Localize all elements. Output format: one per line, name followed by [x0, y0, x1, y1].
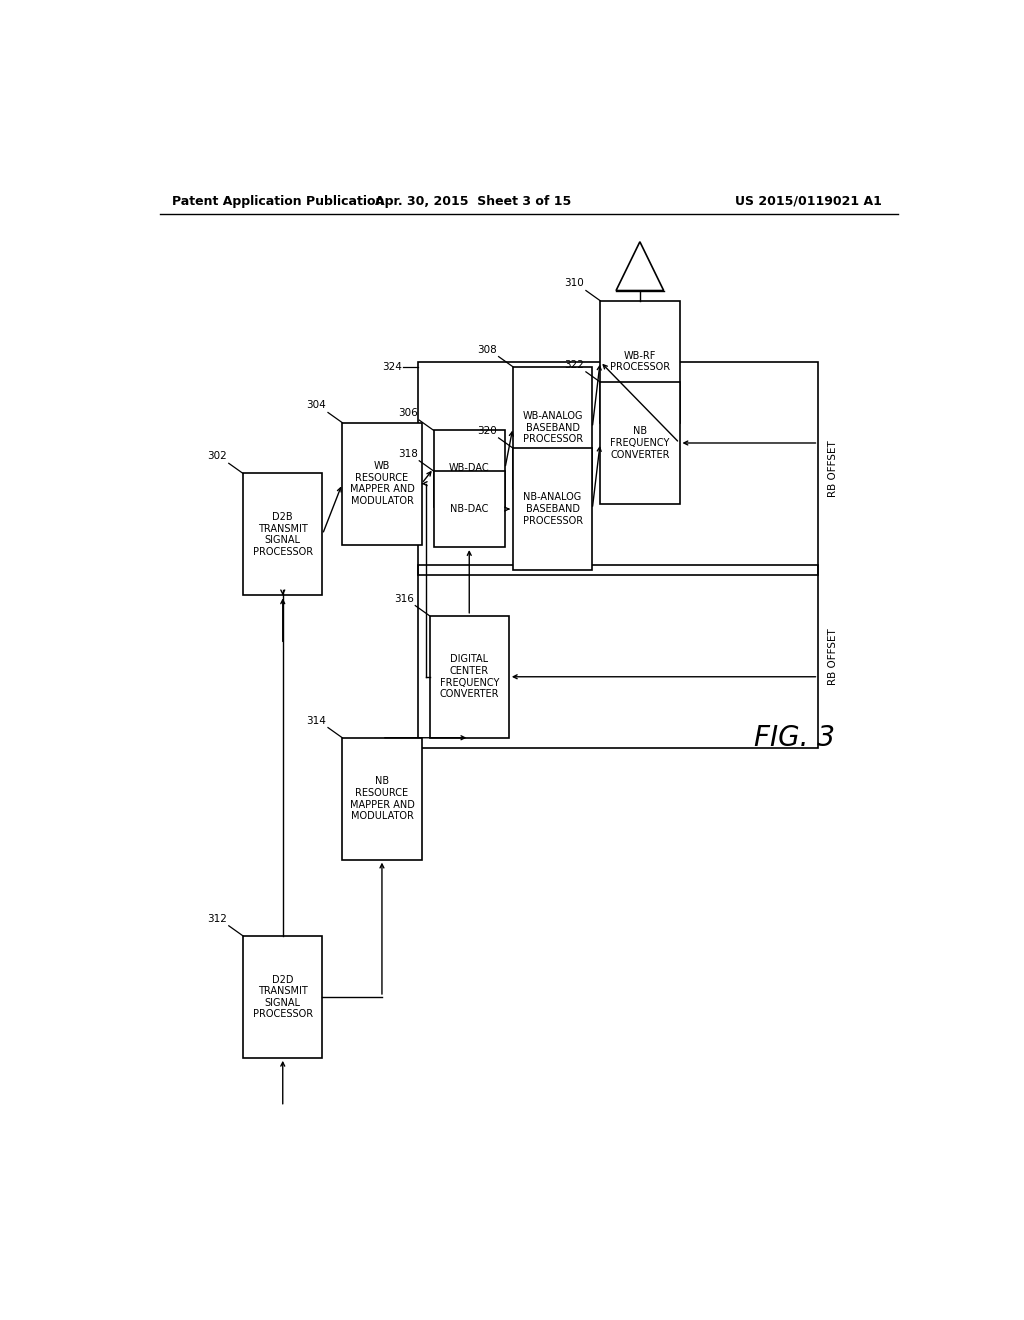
FancyBboxPatch shape	[433, 471, 505, 548]
Text: 310: 310	[564, 279, 585, 289]
Text: D2D
TRANSMIT
SIGNAL
PROCESSOR: D2D TRANSMIT SIGNAL PROCESSOR	[253, 974, 312, 1019]
Text: NB-ANALOG
BASEBAND
PROCESSOR: NB-ANALOG BASEBAND PROCESSOR	[522, 492, 583, 525]
FancyBboxPatch shape	[243, 474, 323, 595]
Polygon shape	[616, 242, 664, 290]
Text: 306: 306	[398, 408, 418, 418]
Text: WB-RF
PROCESSOR: WB-RF PROCESSOR	[610, 351, 670, 372]
Text: 320: 320	[477, 426, 497, 436]
Text: RB OFFSET: RB OFFSET	[827, 440, 838, 496]
Text: 318: 318	[397, 449, 418, 459]
Text: Apr. 30, 2015  Sheet 3 of 15: Apr. 30, 2015 Sheet 3 of 15	[375, 194, 571, 207]
FancyBboxPatch shape	[513, 367, 592, 488]
Text: NB-DAC: NB-DAC	[451, 504, 488, 513]
FancyBboxPatch shape	[600, 301, 680, 422]
FancyBboxPatch shape	[342, 738, 422, 859]
Text: 302: 302	[208, 451, 227, 461]
Text: FIG. 3: FIG. 3	[754, 723, 836, 752]
Text: 316: 316	[394, 594, 414, 603]
FancyBboxPatch shape	[513, 447, 592, 570]
Text: NB
RESOURCE
MAPPER AND
MODULATOR: NB RESOURCE MAPPER AND MODULATOR	[349, 776, 415, 821]
Text: US 2015/0119021 A1: US 2015/0119021 A1	[735, 194, 882, 207]
Text: WB-ANALOG
BASEBAND
PROCESSOR: WB-ANALOG BASEBAND PROCESSOR	[522, 411, 583, 445]
Text: D2B
TRANSMIT
SIGNAL
PROCESSOR: D2B TRANSMIT SIGNAL PROCESSOR	[253, 512, 312, 557]
Text: 314: 314	[306, 715, 327, 726]
FancyBboxPatch shape	[433, 430, 505, 507]
FancyBboxPatch shape	[600, 381, 680, 504]
FancyBboxPatch shape	[430, 615, 509, 738]
Text: 312: 312	[207, 913, 227, 924]
FancyBboxPatch shape	[243, 936, 323, 1057]
Text: RB OFFSET: RB OFFSET	[827, 628, 838, 685]
Text: 322: 322	[564, 360, 585, 370]
Text: 324: 324	[382, 362, 401, 372]
Text: 308: 308	[477, 345, 497, 355]
Text: WB-DAC: WB-DAC	[449, 463, 489, 474]
Text: 304: 304	[306, 400, 327, 411]
Text: Patent Application Publication: Patent Application Publication	[172, 194, 384, 207]
FancyBboxPatch shape	[342, 422, 422, 545]
Text: DIGITAL
CENTER
FREQUENCY
CONVERTER: DIGITAL CENTER FREQUENCY CONVERTER	[439, 655, 499, 700]
Text: NB
FREQUENCY
CONVERTER: NB FREQUENCY CONVERTER	[610, 426, 670, 459]
Text: WB
RESOURCE
MAPPER AND
MODULATOR: WB RESOURCE MAPPER AND MODULATOR	[349, 461, 415, 506]
